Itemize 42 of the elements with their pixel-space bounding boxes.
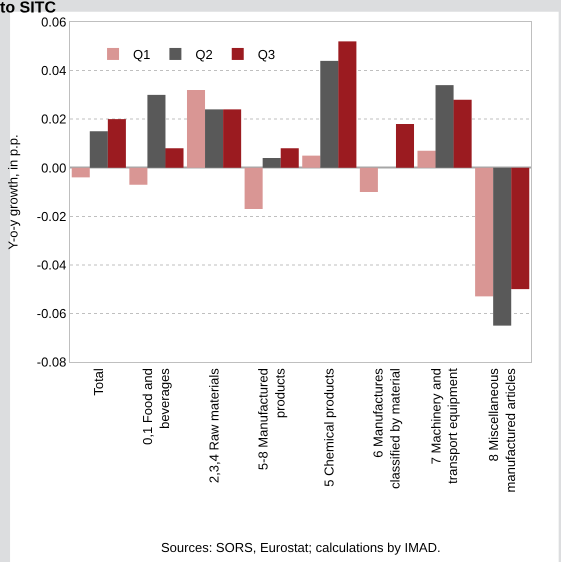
x-tick-label: Total bbox=[91, 368, 106, 396]
bar bbox=[223, 109, 242, 168]
bar bbox=[511, 168, 530, 290]
bar bbox=[493, 168, 512, 326]
y-tick-label: -0.08 bbox=[36, 354, 66, 370]
bar bbox=[90, 131, 108, 168]
bar bbox=[147, 94, 166, 168]
x-tick-label: 5 Chemical products bbox=[322, 368, 337, 487]
chart-title: to SITC bbox=[0, 0, 56, 16]
y-tick-label: -0.02 bbox=[36, 208, 66, 224]
x-tick-label: 5-8 Manufactured products bbox=[255, 368, 288, 470]
bar bbox=[205, 109, 224, 168]
y-axis-title: Y-o-y growth, in p.p. bbox=[6, 134, 21, 250]
bar bbox=[396, 124, 414, 168]
bar bbox=[129, 168, 148, 185]
bar bbox=[475, 168, 494, 296]
y-tick-label: 0.00 bbox=[41, 160, 66, 176]
legend-label: Q3 bbox=[258, 47, 276, 62]
bar bbox=[262, 158, 281, 168]
y-tick-label: 0.04 bbox=[41, 63, 66, 78]
bar bbox=[186, 90, 206, 168]
bar bbox=[320, 60, 338, 168]
x-tick-label: 2,3,4 Raw materials bbox=[206, 368, 222, 484]
bar bbox=[417, 150, 436, 168]
y-tick-label: -0.06 bbox=[36, 306, 66, 321]
bar bbox=[302, 156, 320, 168]
x-tick-label: 0,1 Food and beverages bbox=[140, 368, 172, 445]
bar bbox=[108, 119, 126, 168]
bar bbox=[454, 100, 472, 168]
bar bbox=[338, 41, 356, 168]
bar bbox=[72, 168, 90, 178]
source-note: Sources: SORS, Eurostat; calculations by IMAD. bbox=[161, 540, 441, 555]
y-tick-label: 0.06 bbox=[41, 14, 66, 30]
y-tick-label: -0.04 bbox=[36, 257, 66, 272]
bar bbox=[244, 168, 263, 209]
bar bbox=[360, 168, 378, 192]
bar bbox=[165, 148, 184, 168]
legend-label: Q1 bbox=[133, 47, 150, 62]
legend-label: Q2 bbox=[195, 47, 213, 62]
y-tick-label: 0.02 bbox=[41, 112, 66, 127]
bar bbox=[280, 148, 299, 168]
bar bbox=[436, 85, 454, 168]
